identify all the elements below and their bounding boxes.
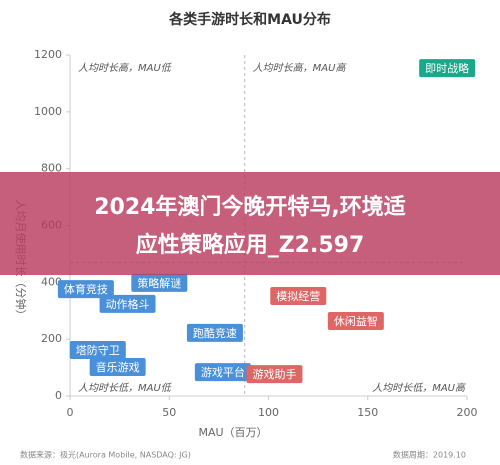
quadrant-label: 人均时长低，MAU高: [372, 382, 467, 394]
quadrant-label: 人均时长高，MAU低: [78, 62, 173, 74]
point-label: 体育竞技: [64, 282, 108, 296]
banner-text: 应性策略应用_Z2.597: [136, 232, 365, 258]
point-box: [89, 358, 146, 377]
point-label: 休闲益智: [334, 314, 378, 328]
point-label: 即时战略: [425, 61, 469, 75]
x-tick-label: 150: [357, 406, 378, 419]
point-box: [131, 273, 188, 292]
y-tick-label: 400: [41, 275, 62, 288]
y-tick-label: 1000: [34, 105, 62, 118]
y-tick-label: 0: [55, 389, 62, 402]
y-tick-label: 800: [41, 162, 62, 175]
x-tick-label: 50: [162, 406, 176, 419]
chart-title: 各类手游时长和MAU分布: [168, 11, 331, 28]
quadrant-label: 人均时长高，MAU高: [253, 62, 348, 74]
point-box: [419, 59, 476, 78]
point-box: [186, 323, 243, 342]
point-label: 动作格斗: [106, 297, 150, 311]
point-box: [57, 280, 114, 299]
point-label: 跑酷竞速: [193, 326, 237, 340]
quadrant-label: 人均时长低，MAU低: [78, 382, 173, 394]
point-box: [69, 340, 126, 359]
period: 数据周期：2019.10: [393, 450, 466, 460]
x-tick-label: 0: [67, 406, 74, 419]
point-label: 音乐游戏: [96, 360, 140, 374]
source: 数据来源：极光(Aurora Mobile, NASDAQ: JG): [20, 450, 191, 460]
point-box: [270, 286, 327, 305]
point-label: 塔防守卫: [76, 343, 120, 357]
banner-text: 2024年澳门今晚开特马,环境适: [94, 194, 406, 220]
x-tick-label: 200: [457, 406, 478, 419]
point-label: 游戏助手: [252, 367, 296, 381]
point-label: 策略解谜: [137, 276, 181, 290]
point-label: 模拟经营: [276, 289, 320, 303]
x-tick-label: 100: [258, 406, 279, 419]
y-tick-label: 200: [41, 332, 62, 345]
y-tick-label: 1200: [34, 48, 62, 61]
point-box: [194, 363, 251, 382]
x-axis-label: MAU（百万）: [198, 426, 267, 439]
point-box: [246, 365, 303, 384]
point-label: 游戏平台: [201, 365, 245, 379]
banner: [0, 172, 500, 275]
point-box: [327, 311, 384, 330]
point-box: [99, 294, 156, 313]
